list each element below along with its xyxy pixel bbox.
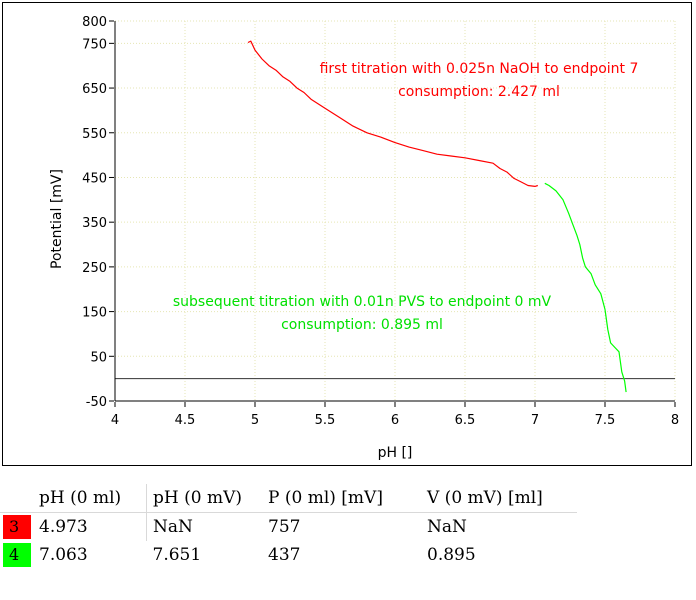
x-tick-label: 7.5 (595, 413, 616, 428)
x-tick-label: 8 (671, 413, 679, 428)
x-tick-label: 6.5 (455, 413, 476, 428)
series-line-subsequent-titration (544, 182, 627, 393)
chart-panel: 800 750 650 550 450 350 250 150 50 -50 4 4.5 5 5.5 6 6.… (2, 2, 692, 466)
row-swatch: 4 (0, 541, 31, 569)
series-color-swatch: 4 (3, 543, 31, 567)
y-tick-label: 550 (82, 127, 107, 142)
x-tick-label: 5.5 (315, 413, 336, 428)
cell-ph-0mv: NaN (153, 517, 193, 537)
results-table: pH (0 ml) pH (0 mV) P (0 ml) [mV] V (0 m… (0, 484, 577, 569)
table-row[interactable]: 3 4.973 NaN 757 NaN (0, 512, 577, 542)
cell-ph-0ml: 7.063 (39, 545, 88, 565)
series-color-swatch: 3 (3, 515, 31, 539)
cell-p-0ml: 757 (268, 517, 301, 537)
header-v-0mv: V (0 mV) [ml] (421, 484, 577, 513)
cell-ph-0ml: 4.973 (31, 512, 147, 541)
header-ph-0mv: pH (0 mV) (146, 484, 262, 513)
table-row[interactable]: 4 7.063 7.651 437 0.895 (0, 541, 577, 569)
x-axis-title: pH [] (378, 445, 413, 461)
table-header-row: pH (0 ml) pH (0 mV) P (0 ml) [mV] V (0 m… (0, 484, 577, 513)
y-tick-label: 50 (90, 350, 107, 365)
x-tick-label: 6 (391, 413, 399, 428)
y-tick-label: 250 (82, 261, 107, 276)
y-tick-label: 350 (82, 216, 107, 231)
x-tick-label: 4 (111, 413, 119, 428)
x-tick-label: 7 (531, 413, 539, 428)
y-axis-title: Potential [mV] (49, 169, 65, 269)
series-line-first-titration (247, 40, 538, 187)
y-tick-label: -50 (86, 395, 107, 410)
x-tick-label: 4.5 (175, 413, 196, 428)
y-tick-label: 800 (82, 15, 107, 30)
header-ph-0ml: pH (0 ml) (31, 484, 147, 513)
annotations: first titration with 0.025n NaOH to endp… (173, 61, 639, 333)
y-tick-label: 150 (82, 306, 107, 321)
y-tick-label: 750 (82, 37, 107, 52)
cell-ph-0mv: 7.651 (152, 545, 202, 565)
cell-p-0ml: 437 (268, 545, 301, 565)
cell-v-0mv: 0.895 (427, 545, 476, 565)
grid (114, 20, 676, 402)
y-tick-label: 450 (82, 171, 107, 186)
row-swatch: 3 (0, 513, 31, 542)
annotation-green-line1: subsequent titration with 0.01n PVS to e… (173, 294, 552, 310)
annotation-red-line1: first titration with 0.025n NaOH to endp… (320, 61, 639, 77)
axes: 800 750 650 550 450 350 250 150 50 -50 4 4.5 5 5.5 6 6.… (82, 15, 679, 428)
header-p-0ml: P (0 ml) [mV] (262, 484, 421, 513)
annotation-green-line2: consumption: 0.895 ml (281, 317, 443, 333)
x-tick-label: 5 (251, 413, 259, 428)
titration-chart: 800 750 650 550 450 350 250 150 50 -50 4 4.5 5 5.5 6 6.… (49, 15, 679, 461)
y-tick-label: 650 (82, 82, 107, 97)
annotation-red-line2: consumption: 2.427 ml (398, 84, 560, 100)
cell-v-0mv: NaN (427, 517, 467, 537)
header-swatch-cell (0, 484, 31, 513)
series-lines (247, 40, 627, 393)
